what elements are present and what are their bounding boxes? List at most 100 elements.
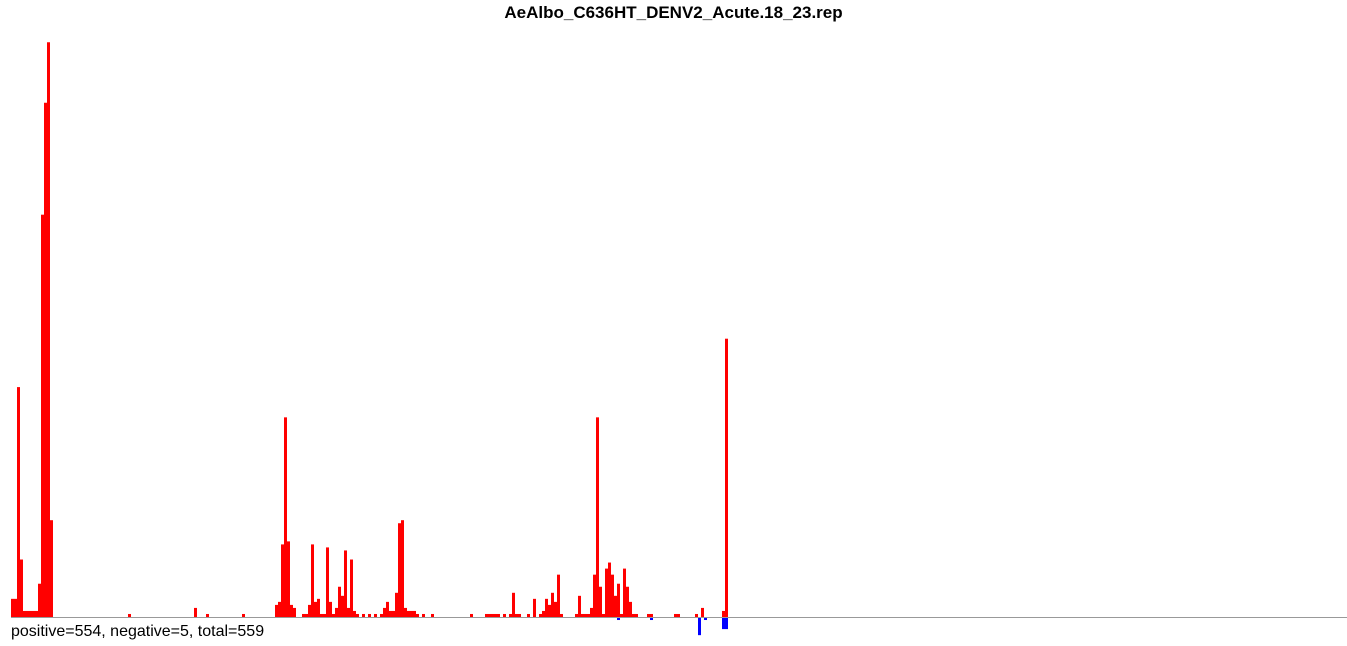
positive-bar: [281, 544, 284, 617]
positive-bar: [413, 610, 416, 617]
positive-bar: [395, 592, 398, 617]
positive-bar: [350, 559, 353, 617]
positive-bar: [302, 613, 305, 617]
positive-bar: [593, 574, 596, 617]
negative-bar: [704, 617, 707, 621]
positive-bar: [695, 613, 698, 617]
positive-bar: [542, 610, 545, 617]
positive-bar: [629, 601, 632, 618]
positive-bar: [278, 601, 281, 618]
chart-title: AeAlbo_C636HT_DENV2_Acute.18_23.rep: [504, 3, 843, 22]
positive-bar: [206, 613, 209, 617]
positive-bar: [626, 586, 629, 617]
positive-bar: [335, 607, 338, 617]
positive-bar: [194, 607, 197, 617]
positive-bar: [341, 595, 344, 618]
positive-bar: [503, 613, 506, 617]
positive-bar: [515, 613, 518, 617]
positive-bar: [242, 613, 245, 617]
negative-bar: [617, 617, 620, 621]
positive-bar: [374, 613, 377, 617]
positive-bar: [518, 613, 521, 617]
positive-bar: [47, 42, 50, 617]
positive-bar: [353, 610, 356, 617]
positive-bar: [410, 610, 413, 617]
positive-bar: [344, 550, 347, 617]
positive-bar: [317, 598, 320, 617]
positive-bar: [26, 610, 29, 617]
positive-bar: [635, 613, 638, 617]
positive-bar: [29, 610, 32, 617]
positive-bar: [650, 613, 653, 617]
positive-bar: [527, 613, 530, 617]
positive-bar: [338, 586, 341, 617]
positive-bar: [575, 613, 578, 617]
positive-bar: [617, 583, 620, 617]
positive-bars-group: [11, 42, 728, 618]
positive-bar: [362, 613, 365, 617]
positive-bar: [275, 604, 278, 617]
positive-bar: [383, 607, 386, 617]
positive-bar: [32, 610, 35, 617]
positive-bar: [647, 613, 650, 617]
positive-bar: [497, 613, 500, 617]
positive-bar: [368, 613, 371, 617]
positive-bar: [44, 102, 47, 617]
positive-bar: [404, 607, 407, 617]
positive-bar: [548, 604, 551, 617]
positive-bar: [677, 613, 680, 617]
positive-bar: [512, 592, 515, 617]
positive-bar: [14, 598, 17, 617]
positive-bar: [41, 214, 44, 617]
positive-bar: [287, 541, 290, 618]
positive-bar: [305, 613, 308, 617]
positive-bar: [20, 559, 23, 617]
positive-bar: [551, 592, 554, 617]
positive-bar: [485, 613, 488, 617]
positive-bar: [320, 613, 323, 617]
positive-bar: [392, 610, 395, 617]
positive-bar: [623, 568, 626, 617]
positive-bar: [557, 574, 560, 617]
positive-bar: [545, 598, 548, 617]
positive-bar: [590, 607, 593, 617]
positive-bar: [488, 613, 491, 617]
negative-bars-group: [617, 617, 728, 636]
positive-bar: [533, 598, 536, 617]
positive-bar: [416, 613, 419, 617]
positive-bar: [284, 417, 287, 617]
negative-bar: [722, 617, 725, 630]
positive-bar: [11, 598, 14, 617]
positive-bar: [491, 613, 494, 617]
positive-bar: [560, 613, 563, 617]
positive-bar: [632, 613, 635, 617]
positive-bar: [605, 568, 608, 617]
positive-bar: [674, 613, 677, 617]
positive-bar: [722, 610, 725, 617]
positive-bar: [38, 583, 41, 617]
positive-bar: [347, 607, 350, 617]
positive-bar: [386, 601, 389, 618]
positive-bar: [326, 547, 329, 617]
positive-bar: [314, 601, 317, 618]
positive-bar: [584, 613, 587, 617]
positive-bar: [539, 613, 542, 617]
positive-bar: [608, 562, 611, 617]
positive-bar: [431, 613, 434, 617]
positive-bar: [554, 601, 557, 618]
positive-bar: [329, 601, 332, 618]
positive-bar: [596, 417, 599, 617]
summary-counts: positive=554, negative=5, total=559: [11, 623, 265, 640]
positive-bar: [620, 613, 623, 617]
positive-bar: [311, 544, 314, 617]
positive-bar: [293, 607, 296, 617]
positive-bar: [50, 520, 53, 617]
positive-bar: [509, 613, 512, 617]
positive-bar: [389, 610, 392, 617]
positive-bar: [23, 610, 26, 617]
positive-bar: [356, 613, 359, 617]
positive-bar: [380, 613, 383, 617]
positive-bar: [398, 523, 401, 617]
negative-bar: [725, 617, 728, 630]
